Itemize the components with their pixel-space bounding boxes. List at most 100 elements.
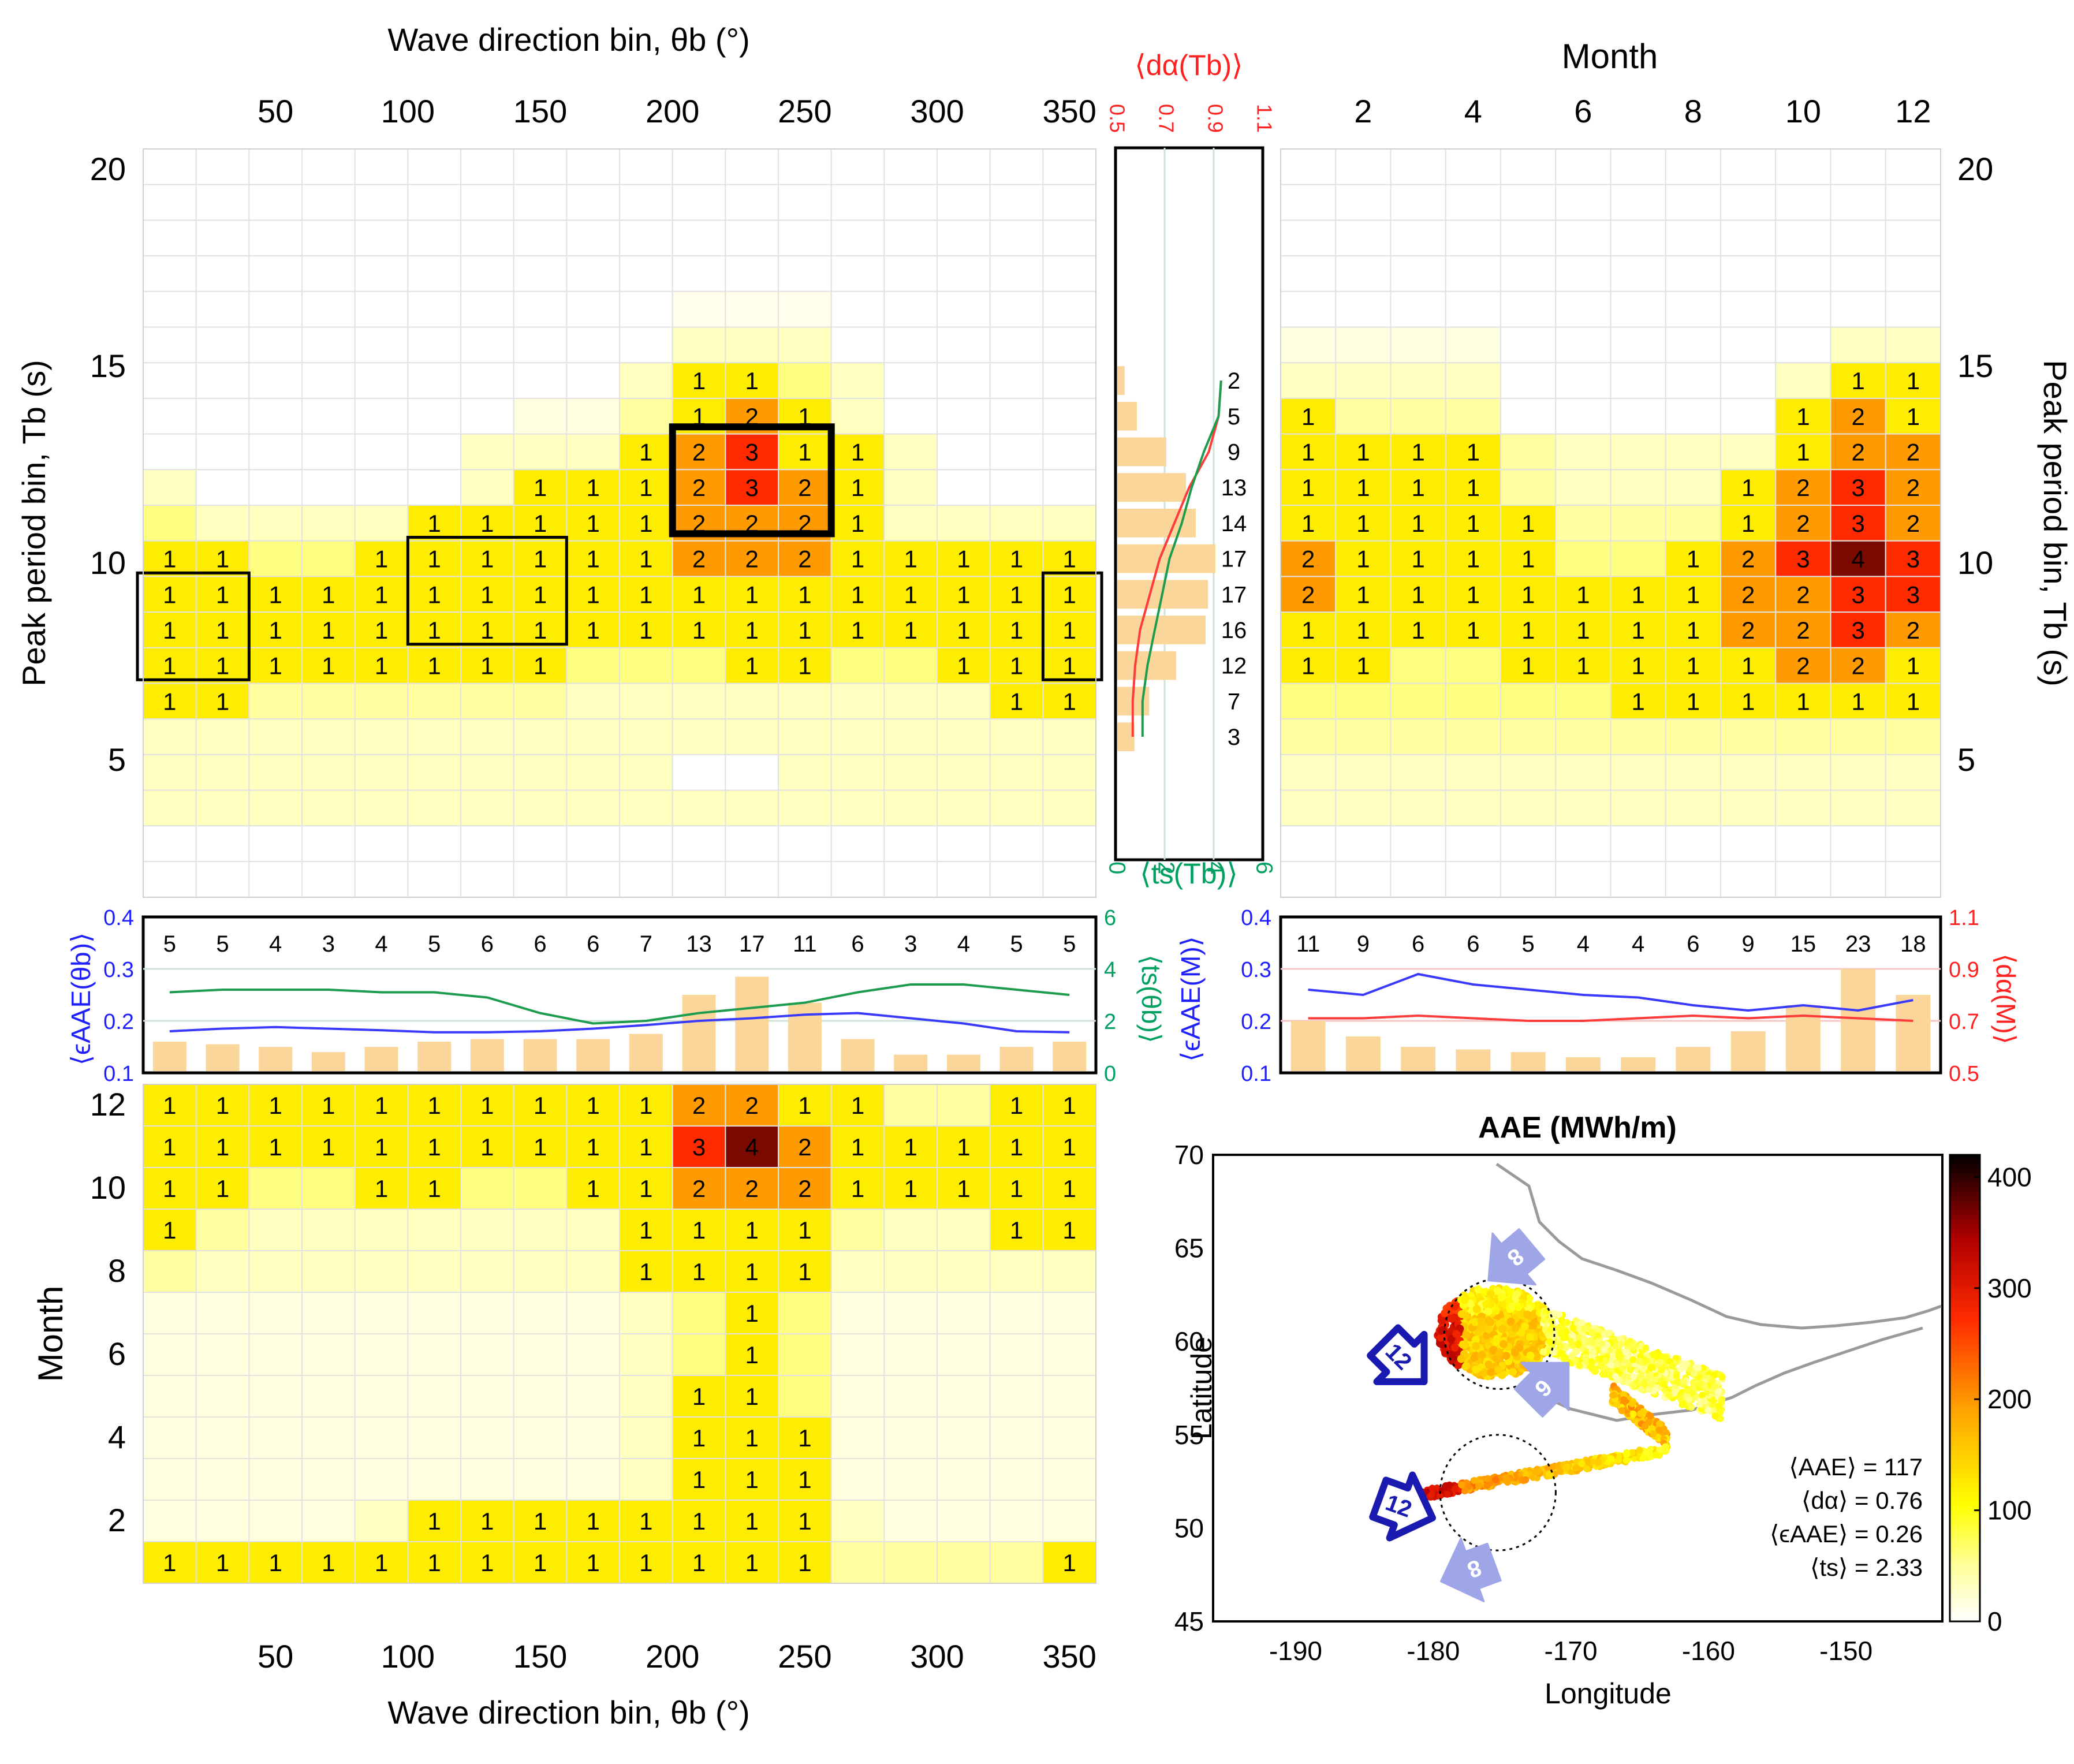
dir-period-cell: [248, 255, 303, 292]
month-bar: [1510, 1052, 1546, 1071]
month-period-cell-label: 1: [1796, 688, 1810, 715]
direction-count: 6: [534, 931, 546, 957]
aae-point: [1615, 1456, 1622, 1464]
dir-bottom-tick: 200: [646, 1638, 699, 1675]
month-period-cell-label: 2: [1301, 581, 1315, 608]
dir-period-cell-label: 2: [745, 546, 759, 573]
dir-period-cell-label: 1: [480, 581, 494, 608]
month-period-cell-label: 1: [1907, 688, 1920, 715]
aae-point: [1650, 1430, 1657, 1438]
dir-period-cell: [672, 469, 726, 506]
dir-bottom-tick: 250: [778, 1638, 831, 1675]
aae-point: [1447, 1335, 1456, 1344]
dir-month-cell: [883, 1458, 938, 1501]
dir-month-cell: [566, 1375, 621, 1418]
dir-period-cell: [725, 469, 779, 506]
dir-period-cell: [830, 362, 885, 399]
dir-period-cell: [566, 611, 621, 648]
month-period-cell: [1885, 148, 1941, 185]
dir-period-cell: [830, 576, 885, 613]
dir-period-cell: [619, 540, 673, 577]
month-period-cell: [1665, 290, 1721, 328]
dir-period-cell: [354, 255, 409, 292]
dir-period-cell-label: 1: [428, 652, 441, 680]
aae-point: [1643, 1449, 1650, 1457]
dir-month-cell-label: 1: [375, 1133, 388, 1161]
month-period-cell: [1610, 611, 1666, 648]
dir-month-cell: [672, 1250, 726, 1293]
month-period-cell: [1830, 825, 1886, 863]
dir-month-cell-label: 1: [1010, 1092, 1023, 1119]
dir-period-cell: [937, 326, 991, 364]
dir-month-cell: [1042, 1333, 1097, 1376]
dir-period-cell: [407, 219, 462, 257]
dir-month-cell: [830, 1250, 885, 1293]
month-period-cell: [1830, 505, 1886, 542]
dir-period-cell: [830, 825, 885, 863]
direction-count: 3: [322, 931, 335, 957]
dir-month-cell-label: 1: [587, 1133, 600, 1161]
dir-period-cell-label: 1: [1010, 688, 1023, 715]
aae-point: [1696, 1401, 1703, 1408]
month-period-cell: [1280, 754, 1337, 791]
aae-point: [1578, 1319, 1586, 1326]
map-y-tick: 70: [1174, 1140, 1204, 1170]
dir-period-cell: [725, 362, 779, 399]
dir-month-cell-label: 1: [1010, 1175, 1023, 1202]
dir-month-cell: [778, 1125, 832, 1168]
dir-month-cell: [937, 1167, 991, 1210]
aae-point: [1484, 1475, 1491, 1482]
aae-point: [1662, 1448, 1669, 1455]
aae-point: [1439, 1326, 1448, 1334]
dir-period-cell-label: 1: [1010, 617, 1023, 644]
colorbar: [1949, 1154, 1981, 1623]
dir-period-cell: [989, 754, 1044, 791]
dir-period-cell: [513, 433, 568, 471]
dir-month-cell: [460, 1209, 514, 1251]
month-period-cell: [1610, 683, 1666, 720]
dir-period-cell: [248, 290, 303, 328]
month-period-cell: [1335, 148, 1392, 185]
dir-period-cell-label: 1: [587, 581, 600, 608]
dir-month-cell-label: 1: [375, 1549, 388, 1576]
period-da-line: [1131, 380, 1222, 737]
dir-period-cell: [672, 433, 726, 471]
month-period-cell: [1610, 825, 1666, 863]
dir-period-cell: [725, 683, 779, 720]
month-period-cell: [1555, 505, 1612, 542]
dir-period-cell: [301, 148, 356, 185]
month-right-tick: 1.1: [1949, 906, 1979, 930]
dir-period-cell: [778, 219, 832, 257]
aae-point: [1700, 1397, 1708, 1405]
aae-point: [1606, 1329, 1613, 1337]
aae-point: [1617, 1336, 1624, 1343]
month-period-cell-label: 1: [1907, 403, 1920, 430]
dir-month-cell: [143, 1125, 197, 1168]
heatmap-month-period: 1 1 1 1 2 1 1 1 1 1 1 2 2 1 1 1 1 1 2 3 2 1 1 1 1 1 1 2 3 2 2 1 1 1 1 1 2 3 4 3…: [1280, 148, 1941, 898]
dir-month-cell: [989, 1209, 1044, 1251]
aae-point: [1598, 1341, 1606, 1348]
dir-period-cell: [883, 540, 938, 577]
dir-month-cell: [195, 1209, 250, 1251]
aae-point: [1637, 1372, 1644, 1379]
month-period-cell-label: 2: [1796, 510, 1810, 537]
month-period-cell-label: 1: [1356, 581, 1370, 608]
month-period-cell: [1500, 148, 1557, 185]
dir-period-cell: [513, 255, 568, 292]
dir-month-cell: [354, 1458, 409, 1501]
dir-period-cell: [830, 718, 885, 755]
dir-month-cell: [407, 1416, 462, 1459]
aae-point: [1581, 1325, 1588, 1333]
aae-point: [1520, 1322, 1529, 1331]
dir-month-cell: [354, 1250, 409, 1293]
wave-arrow: 8: [1487, 1228, 1546, 1286]
month-period-cell-label: 2: [1796, 581, 1810, 608]
dir-period-cell: [513, 397, 568, 435]
month-period-cell: [1445, 219, 1501, 257]
aae-point: [1450, 1343, 1459, 1352]
dir-month-cell: [778, 1333, 832, 1376]
aae-point: [1550, 1310, 1557, 1317]
aae-point: [1587, 1337, 1594, 1344]
dir-period-cell: [460, 611, 514, 648]
month-period-cell-label: 1: [1741, 474, 1755, 501]
